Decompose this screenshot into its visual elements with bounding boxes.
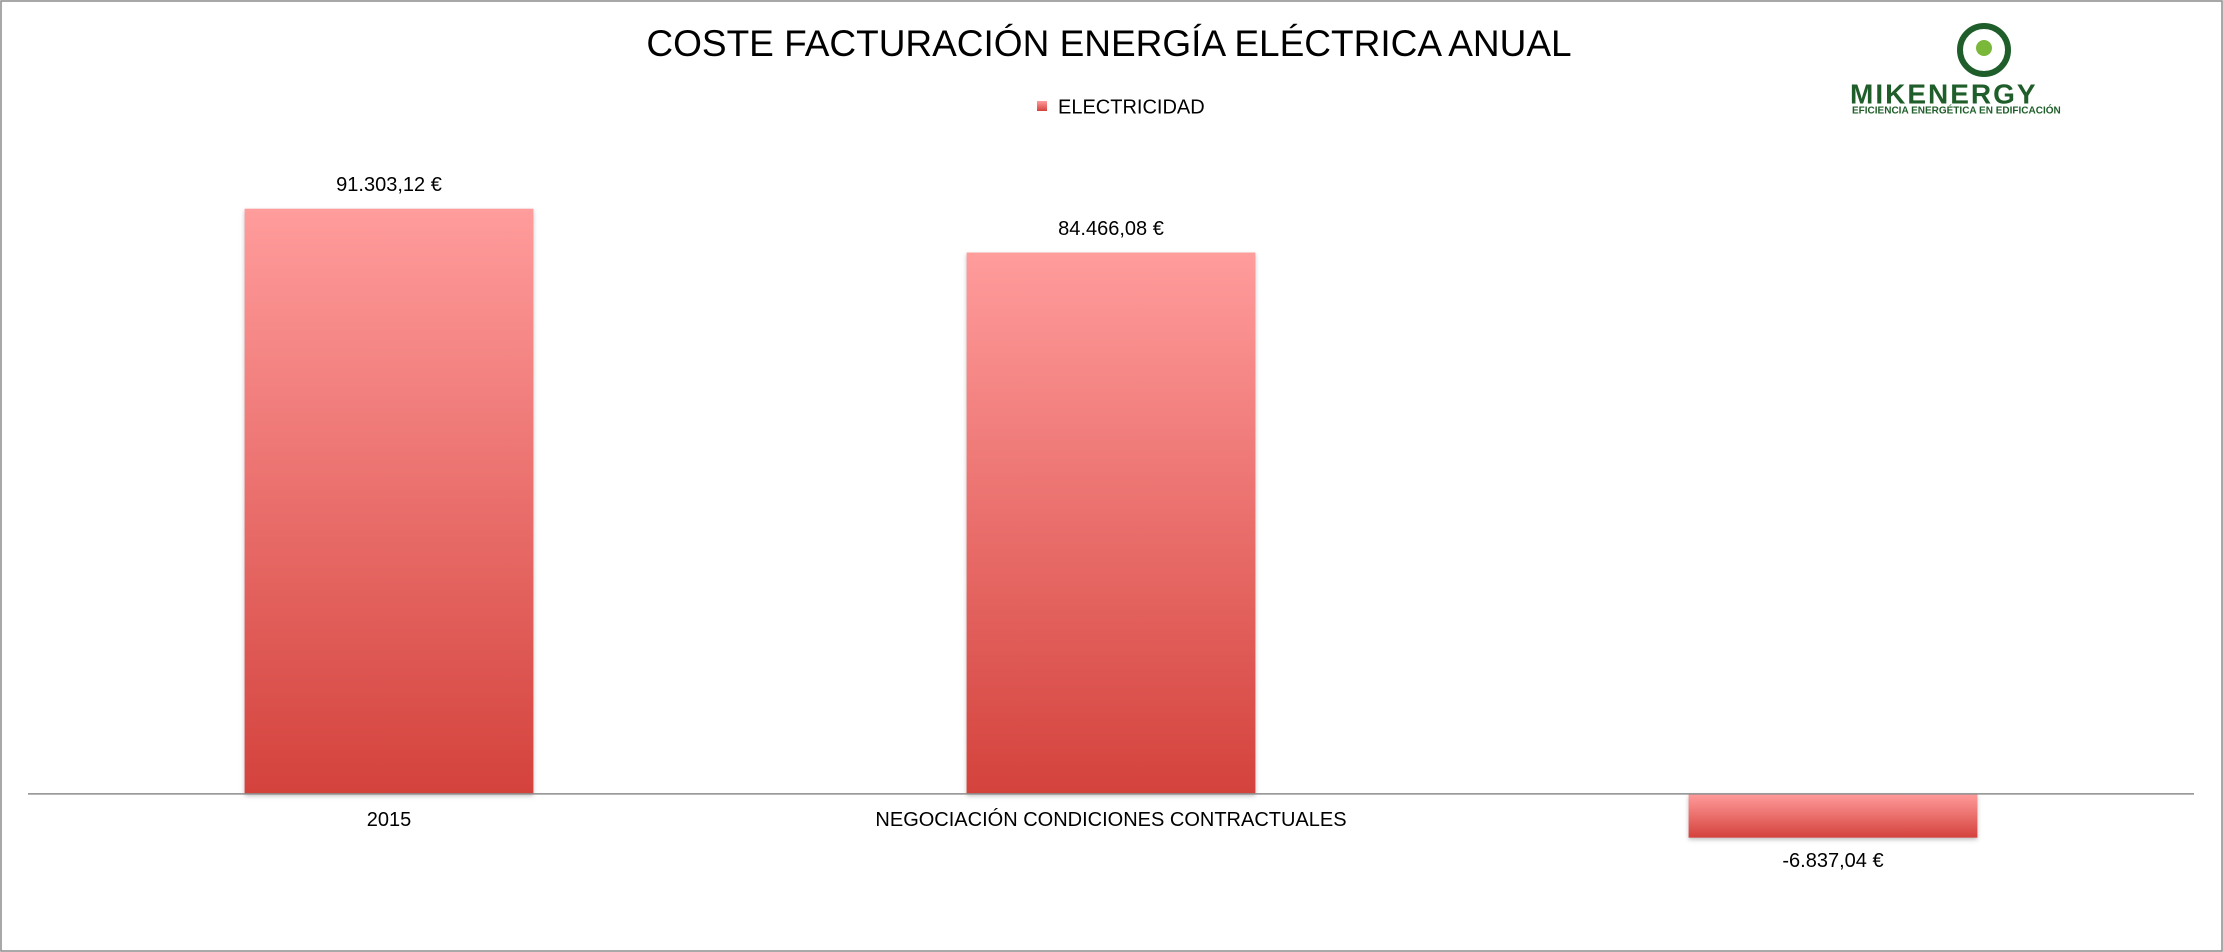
x-tick-label: 2015 bbox=[367, 809, 412, 831]
logo-tagline: EFICIENCIA ENERGÉTICA EN EDIFICACIÓN bbox=[1852, 104, 2061, 117]
x-tick-label: NEGOCIACIÓN CONDICIONES CONTRACTUALES bbox=[875, 808, 1346, 831]
logo-icon-dot bbox=[1976, 40, 1992, 56]
logo-icon bbox=[1957, 23, 2011, 77]
value-label: 91.303,12 € bbox=[336, 174, 442, 196]
value-label: 84.466,08 € bbox=[1058, 218, 1164, 240]
bar bbox=[244, 208, 534, 794]
logo: MIKENERGY EFICIENCIA ENERGÉTICA EN EDIFI… bbox=[1850, 23, 2061, 117]
legend-label: ELECTRICIDAD bbox=[1058, 96, 1205, 118]
value-label: -6.837,04 € bbox=[1782, 850, 1883, 872]
bar bbox=[966, 252, 1256, 794]
logo-name: MIKENERGY bbox=[1850, 78, 2038, 109]
legend-swatch bbox=[1037, 101, 1047, 111]
bar bbox=[1688, 793, 1978, 838]
chart-title: COSTE FACTURACIÓN ENERGÍA ELÉCTRICA ANUA… bbox=[646, 23, 1571, 64]
